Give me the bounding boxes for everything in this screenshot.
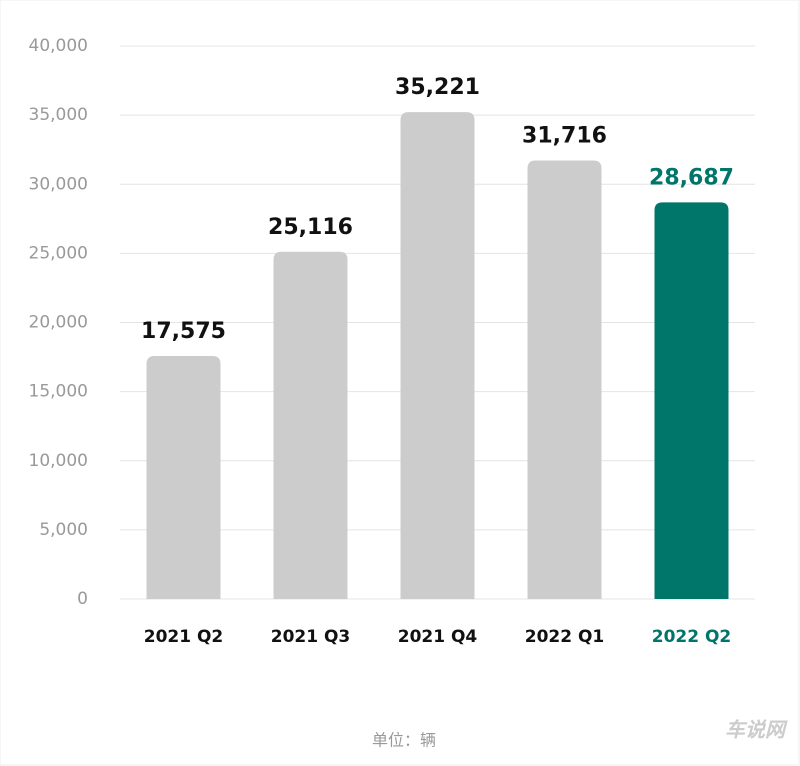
value-label: 28,687 <box>649 165 734 190</box>
x-tick-label: 2021 Q4 <box>398 627 478 647</box>
y-tick-label: 15,000 <box>29 382 88 402</box>
x-tick-label: 2021 Q3 <box>271 627 351 647</box>
bar <box>146 356 221 599</box>
y-tick-label: 10,000 <box>29 451 88 471</box>
y-tick-label: 20,000 <box>29 313 88 333</box>
x-tick-label: 2022 Q2 <box>652 627 732 647</box>
watermark: 车说网 <box>725 718 788 742</box>
bar <box>273 251 348 599</box>
value-label: 17,575 <box>141 319 226 344</box>
unit-label: 单位：辆 <box>372 731 436 750</box>
x-tick-label: 2022 Q1 <box>525 627 605 647</box>
y-tick-label: 0 <box>77 589 88 609</box>
bar <box>527 160 602 599</box>
y-tick-label: 25,000 <box>29 243 88 263</box>
y-tick-label: 5,000 <box>39 520 88 540</box>
bar <box>654 202 729 599</box>
y-tick-label: 30,000 <box>29 174 88 194</box>
value-label: 35,221 <box>395 75 480 100</box>
x-tick-label: 2021 Q2 <box>144 627 224 647</box>
y-tick-label: 40,000 <box>29 36 88 56</box>
bar <box>400 112 475 599</box>
y-tick-label: 35,000 <box>29 105 88 125</box>
value-label: 25,116 <box>268 215 353 240</box>
value-label: 31,716 <box>522 124 607 149</box>
